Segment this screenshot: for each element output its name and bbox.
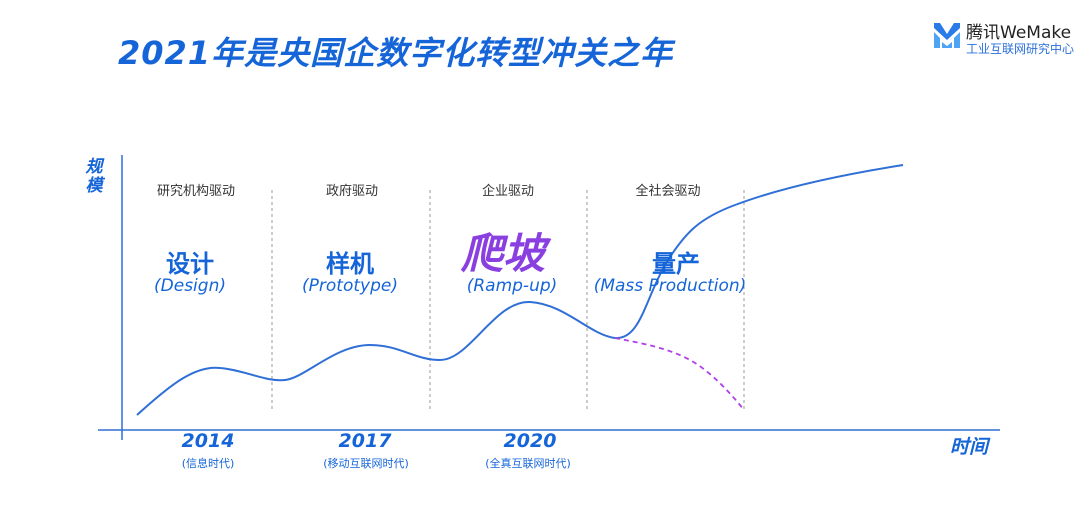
logo-subtitle: 工业互联网研究中心	[966, 42, 1075, 56]
wemake-logo-icon	[934, 23, 960, 48]
decline-curve	[614, 337, 745, 411]
main-growth-curve	[136, 164, 904, 416]
stage-3-english: (Ramp-up)	[466, 276, 558, 296]
stage-2-driver: 政府驱动	[325, 184, 378, 199]
stage-4-driver: 全社会驱动	[635, 184, 701, 199]
page-title: 2021年是央国企数字化转型冲关之年	[118, 34, 674, 72]
y-axis-label: 规模	[85, 157, 103, 196]
era-mobile-internet: (移动互联网时代)	[323, 457, 409, 470]
stage-1-title: 设计	[166, 250, 214, 278]
year-2020: 2020	[503, 430, 557, 452]
stage-3-title: 爬坡	[460, 229, 545, 278]
stage-2-english: (Prototype)	[302, 276, 398, 296]
era-all-real-internet: (全真互联网时代)	[485, 457, 571, 470]
stage-3-driver: 企业驱动	[481, 184, 534, 199]
stage-4-english: (Mass Production)	[593, 276, 747, 296]
year-2014: 2014	[181, 430, 235, 452]
year-2017: 2017	[338, 430, 392, 452]
stage-2-title: 样机	[326, 250, 374, 278]
era-information: (信息时代)	[181, 457, 235, 470]
x-axis-label: 时间	[950, 436, 989, 458]
logo-brand-text: 腾讯WeMake	[966, 23, 1072, 43]
stage-1-driver: 研究机构驱动	[156, 184, 235, 199]
stage-4-title: 量产	[652, 250, 700, 278]
stage-1-english: (Design)	[154, 276, 226, 296]
